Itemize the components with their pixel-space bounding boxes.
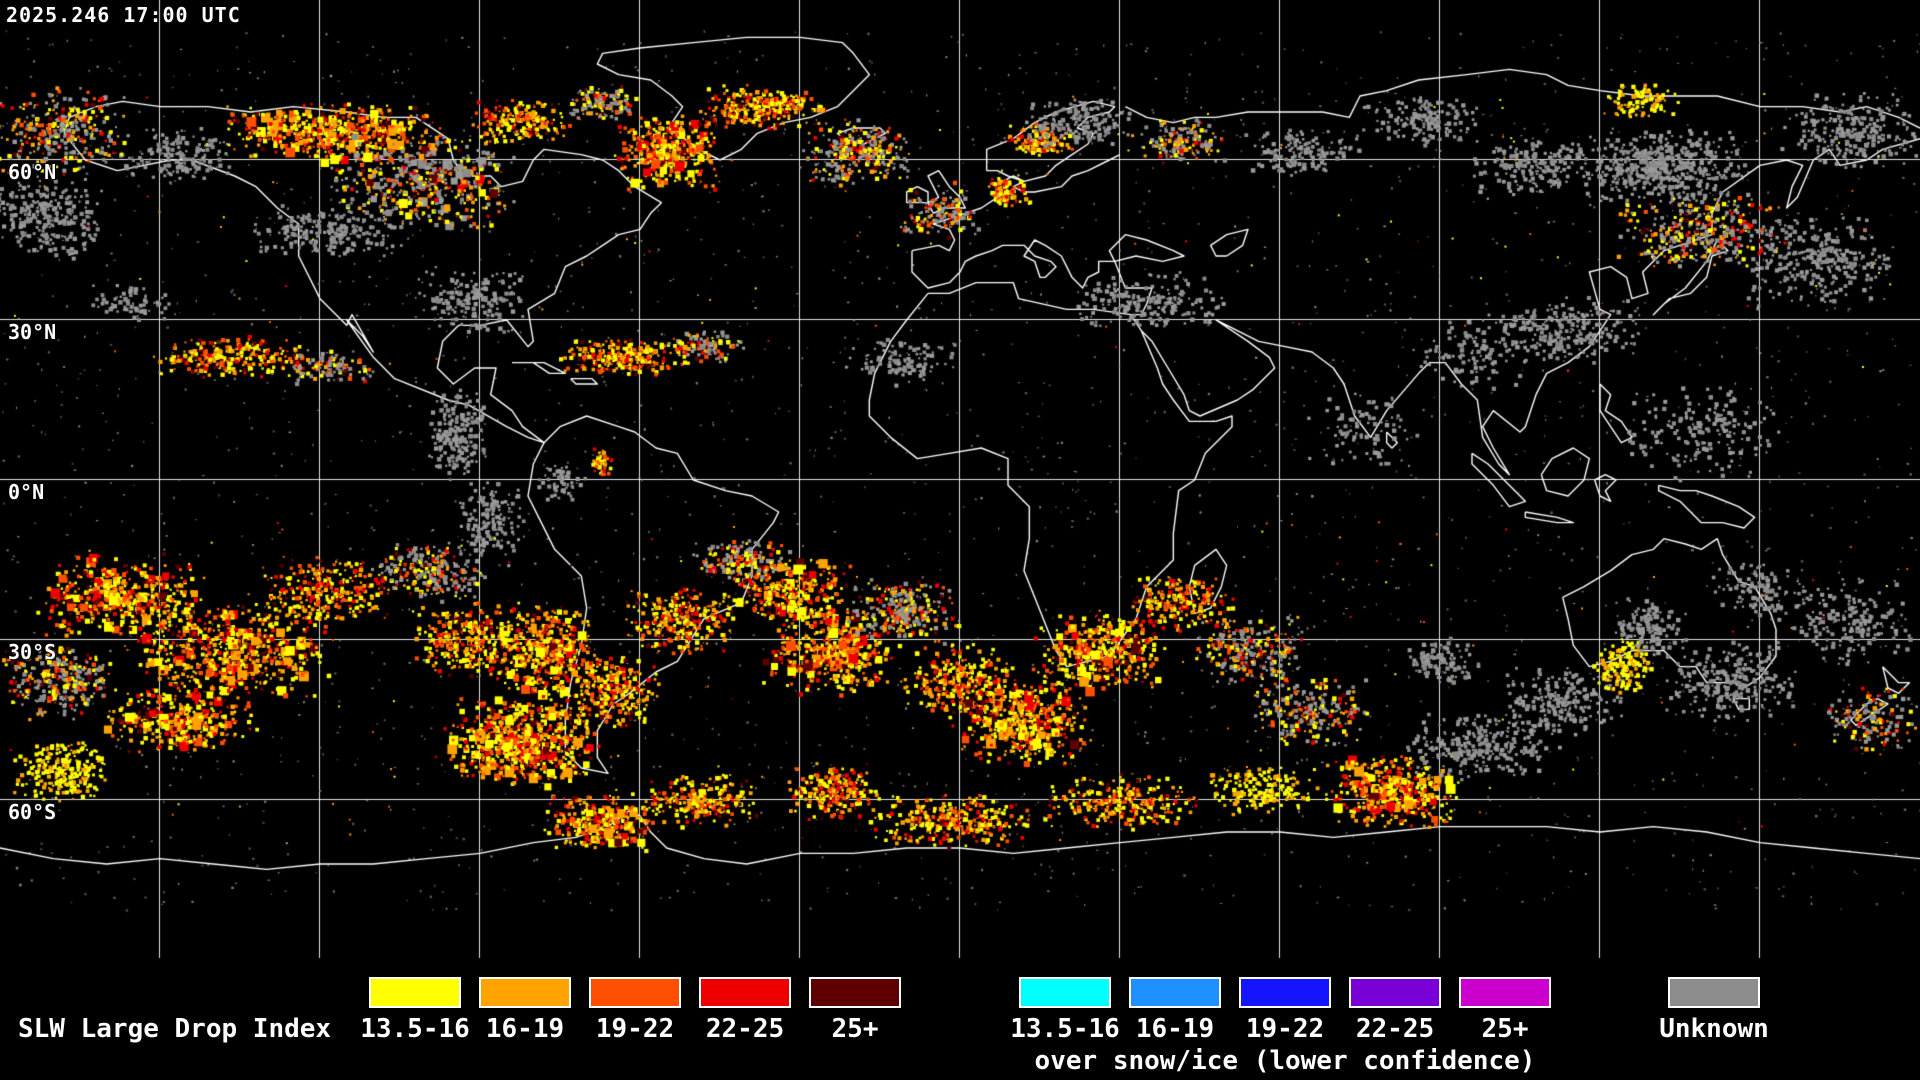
legend-item: 25+: [1459, 977, 1551, 1042]
legend-swatch: [1129, 977, 1221, 1008]
legend-item: 25+: [809, 977, 901, 1042]
legend-class-label: 16-19: [1135, 1014, 1215, 1044]
legend-item: 16-19: [479, 977, 571, 1042]
legend-swatch: [1459, 977, 1551, 1008]
legend-item: 19-22: [589, 977, 681, 1042]
legend-item: 13.5-16: [1010, 977, 1120, 1042]
legend-class-label: 13.5-16: [1010, 1014, 1120, 1044]
latitude-label: 60°N: [8, 160, 57, 184]
legend-item: 13.5-16: [360, 977, 470, 1042]
legend-class-label: 25+: [1481, 1014, 1529, 1044]
legend-swatch: [1019, 977, 1111, 1008]
legend-snow-ice-group: 13.5-16 16-19 19-22 22-25 25+: [1010, 977, 1551, 1042]
timestamp-label: 2025.246 17:00 UTC: [6, 3, 241, 27]
legend-unknown-swatch: [1668, 977, 1760, 1008]
legend-item: 22-25: [699, 977, 791, 1042]
legend-swatch: [1239, 977, 1331, 1008]
legend-item: 22-25: [1349, 977, 1441, 1042]
legend-swatch: [1349, 977, 1441, 1008]
legend-swatch: [369, 977, 461, 1008]
legend-class-label: 13.5-16: [360, 1014, 470, 1044]
legend-class-label: 22-25: [1355, 1014, 1435, 1044]
latitude-label: 30°S: [8, 640, 57, 664]
legend-class-label: 25+: [831, 1014, 879, 1044]
legend-swatch: [479, 977, 571, 1008]
legend-snow-ice-caption: over snow/ice (lower confidence): [1034, 1046, 1536, 1076]
latitude-label: 0°N: [8, 480, 45, 504]
legend-unknown-label: Unknown: [1659, 1014, 1769, 1044]
legend-class-label: 19-22: [595, 1014, 675, 1044]
legend-class-label: 19-22: [1245, 1014, 1325, 1044]
latitude-label: 30°N: [8, 320, 57, 344]
legend-unknown-item: Unknown: [1659, 977, 1769, 1042]
world-map-canvas: [0, 0, 1920, 960]
latitude-label: 60°S: [8, 800, 57, 824]
legend-item: 19-22: [1239, 977, 1331, 1042]
legend-item: 16-19: [1129, 977, 1221, 1042]
legend-swatch: [589, 977, 681, 1008]
legend-class-label: 16-19: [485, 1014, 565, 1044]
legend-warm-group: 13.5-16 16-19 19-22 22-25 25+: [360, 977, 901, 1042]
legend-class-label: 22-25: [705, 1014, 785, 1044]
legend-swatch: [809, 977, 901, 1008]
legend-swatch: [699, 977, 791, 1008]
legend-title: SLW Large Drop Index: [18, 1014, 332, 1044]
